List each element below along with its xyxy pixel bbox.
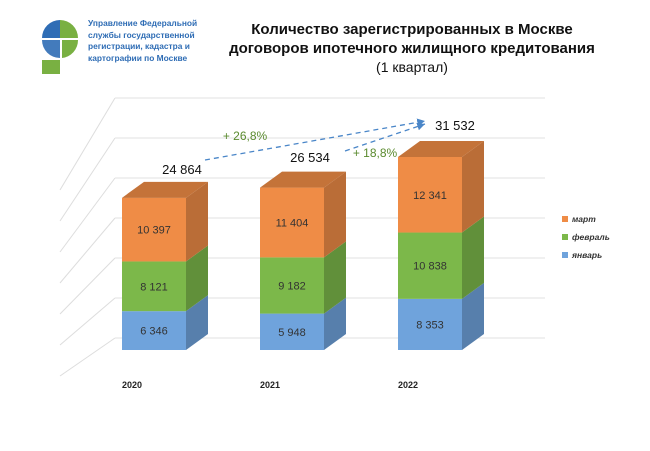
logo-line-1: Управление Федеральной [88,18,198,28]
bar-февраль-2021 [260,257,324,314]
rosreestr-logo: Управление Федеральной службы государств… [38,14,238,84]
data-label-январь-2020: 6 346 [140,326,168,338]
bar-side-январь-2022 [462,282,484,350]
bar-март-2020 [122,197,186,262]
growth-arrow-2020-2022 [204,118,426,161]
logo-text: Управление Федеральной службы государств… [88,18,233,64]
data-label-январь-2021: 5 948 [278,327,306,339]
legend-swatch-январь [562,252,568,258]
x-tick-label-2020: 2020 [122,380,142,390]
data-label-март-2020: 10 397 [137,225,171,237]
total-label-2021: 26 534 [290,150,330,165]
bar-side-январь-2021 [324,297,346,350]
logo-line-2: службы государственной [88,29,195,40]
grid-line-left [59,137,116,222]
legend-label-март: март [572,214,596,224]
data-label-февраль-2021: 9 182 [278,280,306,292]
chart-title: Количество зарегистрированных в Москве д… [212,20,612,77]
bar-side-февраль-2022 [462,216,484,299]
total-label-2022: 31 532 [435,118,475,133]
growth-annotation-1: + 26,8% [223,129,268,143]
bar-top-2020 [122,181,208,198]
bar-side-март-2021 [324,171,346,258]
bar-side-март-2022 [462,141,484,233]
bar-side-февраль-2021 [324,241,346,314]
bar-top-2022 [398,141,484,157]
bar-top-2021 [260,171,346,188]
chart-title-line-2: договоров ипотечного жилищного кредитова… [229,40,595,57]
grid-line-left [59,257,116,315]
legend-label-январь: январь [571,250,602,260]
data-label-январь-2022: 8 353 [416,319,444,331]
data-label-февраль-2022: 10 838 [413,261,447,273]
x-tick-label-2021: 2021 [260,380,280,390]
data-label-февраль-2020: 8 121 [140,281,168,293]
bar-side-январь-2020 [186,295,208,350]
bar-март-2022 [398,157,462,233]
rosreestr-emblem-icon [42,20,79,74]
bar-февраль-2022 [398,232,462,299]
growth-annotation-2: + 18,8% [353,146,398,160]
chart-subtitle: (1 квартал) [376,59,448,75]
data-label-март-2021: 11 404 [276,217,309,229]
legend-swatch-февраль [562,234,568,240]
chart-title-line-1: Количество зарегистрированных в Москве [251,21,573,38]
x-tick-label-2022: 2022 [398,380,418,390]
grid-line-left [59,217,116,284]
bar-март-2021 [260,187,324,258]
bar-январь-2020 [122,311,186,350]
bar-февраль-2020 [122,261,186,312]
bar-side-март-2020 [186,181,208,262]
grid-line-left [59,297,116,346]
grid-line-left [59,337,116,377]
data-label-март-2022: 12 341 [413,190,447,202]
legend-swatch-март [562,216,568,222]
grid-line-left [59,97,116,191]
grid-line-left [59,177,116,253]
bar-январь-2022 [398,298,462,350]
total-label-2020: 24 864 [162,162,202,177]
logo-line-3: регистрации, кадастра и [88,41,190,51]
bar-январь-2021 [260,313,324,350]
logo-line-4: картографии по Москве [88,52,188,63]
legend-label-февраль: февраль [572,232,610,242]
bar-side-февраль-2020 [186,245,208,312]
